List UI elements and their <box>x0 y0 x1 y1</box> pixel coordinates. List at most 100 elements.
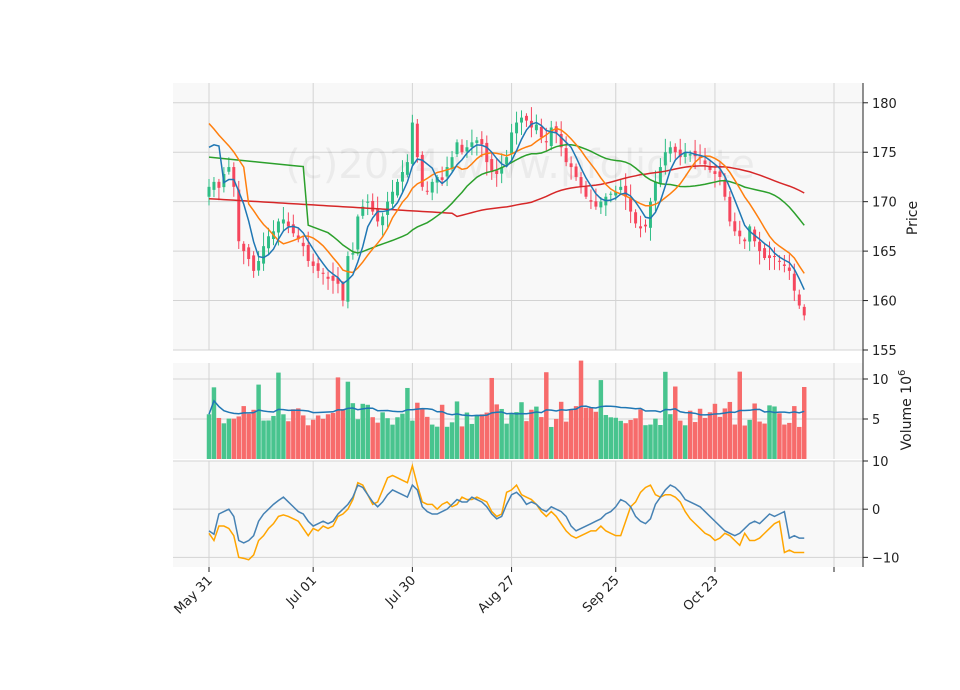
volume-bar <box>261 420 266 459</box>
candle-body <box>534 124 538 131</box>
candle-body <box>227 167 231 172</box>
volume-bar <box>385 418 390 459</box>
volume-bar <box>638 409 643 459</box>
volume-bar <box>439 404 445 459</box>
price-y-tick-label: 170 <box>872 196 897 211</box>
volume-bar <box>588 407 594 459</box>
volume-bar <box>549 426 554 459</box>
candle-body <box>267 236 271 249</box>
candle-body <box>579 177 583 187</box>
volume-bar <box>608 417 614 459</box>
candle-body <box>758 241 762 252</box>
candle-body <box>544 141 548 143</box>
volume-bar <box>464 412 470 459</box>
volume-bar <box>519 402 524 459</box>
volume-bar <box>633 418 638 459</box>
candle-body <box>708 166 712 171</box>
volume-bar <box>737 371 742 459</box>
candle-body <box>212 181 216 190</box>
volume-bar <box>425 416 430 459</box>
volume-bar <box>221 423 227 459</box>
volume-bar <box>459 426 465 459</box>
candle-body <box>425 190 429 192</box>
volume-bar <box>271 415 276 459</box>
candle-body <box>356 216 360 250</box>
candle-body <box>361 206 365 216</box>
x-tick-label: Aug 27 <box>475 573 518 616</box>
volume-average-line <box>208 399 805 417</box>
candle-body <box>281 219 285 224</box>
candle-body <box>777 260 781 262</box>
candle-body <box>455 142 459 155</box>
volume-bar <box>484 412 490 459</box>
volume-bar <box>742 425 747 459</box>
volume-bar <box>529 409 534 459</box>
candle-body <box>639 226 643 229</box>
candle-body <box>663 152 667 166</box>
volume-bar <box>623 423 628 459</box>
candle-body <box>589 200 593 202</box>
candle-body <box>569 163 573 168</box>
candle-body <box>475 140 479 143</box>
candle-body <box>232 167 236 187</box>
candle-body <box>782 264 786 266</box>
candle-body <box>371 200 375 212</box>
volume-bar <box>702 417 708 459</box>
candle-body <box>405 162 409 175</box>
volume-bar <box>226 418 232 459</box>
price-y-tick-label: 165 <box>872 245 897 260</box>
candle-body <box>619 186 623 190</box>
price-y-tick-label: 155 <box>872 344 897 359</box>
volume-bar <box>444 426 450 459</box>
candle-body <box>584 186 588 197</box>
candle-body <box>410 122 414 164</box>
volume-bar <box>400 413 405 459</box>
candle-body <box>495 170 499 174</box>
volume-bar <box>474 414 480 459</box>
candle-body <box>460 144 464 153</box>
volume-bar <box>558 401 564 459</box>
candle-body <box>262 246 266 264</box>
volume-bar <box>747 419 752 459</box>
volume-bar <box>509 414 514 459</box>
volume-axis-label-text: Volume 10 <box>899 376 915 450</box>
volume-bar <box>434 426 440 459</box>
x-tick-label: May 31 <box>172 573 216 617</box>
volume-bar <box>266 420 271 459</box>
candle-body <box>614 191 618 196</box>
candle-body <box>465 147 469 152</box>
volume-bar <box>236 416 241 459</box>
candle-body <box>743 239 747 242</box>
volume-bar <box>687 410 693 459</box>
volume-bar <box>553 418 559 459</box>
volume-bar <box>499 408 504 459</box>
candle-body <box>331 275 335 281</box>
volume-bar <box>598 380 604 459</box>
price-y-tick-label: 180 <box>872 97 897 112</box>
volume-bar <box>539 417 544 459</box>
volume-bar <box>673 386 678 459</box>
volume-bar <box>668 414 673 459</box>
candle-body <box>673 146 677 153</box>
volume-bar <box>504 423 509 459</box>
candle-body <box>440 177 444 180</box>
x-tick-label: Sep 25 <box>580 573 623 616</box>
candle-body <box>306 245 310 261</box>
volume-bar <box>301 415 306 459</box>
volume-bar <box>573 406 579 459</box>
volume-bar <box>305 425 311 459</box>
oscillator-line-b <box>208 462 805 561</box>
candle-body <box>678 149 682 158</box>
candle-body <box>629 197 633 212</box>
candle-body <box>802 306 806 316</box>
candle-body <box>703 160 707 165</box>
volume-bar <box>211 387 217 459</box>
candle-body <box>247 247 251 260</box>
volume-bar <box>335 377 341 459</box>
volume-bar <box>256 384 261 459</box>
candle-body <box>599 201 603 208</box>
volume-bar <box>320 418 326 459</box>
candle-body <box>609 193 613 195</box>
ma-long-line <box>208 144 805 254</box>
candle-body <box>430 181 434 193</box>
